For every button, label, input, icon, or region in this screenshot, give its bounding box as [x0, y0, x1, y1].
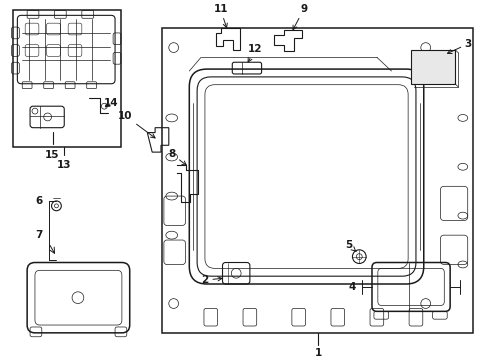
Text: 10: 10 — [118, 111, 155, 138]
Text: 3: 3 — [447, 39, 471, 54]
Text: 12: 12 — [247, 44, 262, 62]
Text: 1: 1 — [314, 348, 321, 359]
Text: 7: 7 — [35, 230, 42, 240]
Text: 15: 15 — [45, 150, 60, 160]
Text: 8: 8 — [168, 149, 186, 165]
Text: 13: 13 — [57, 160, 71, 170]
Text: 11: 11 — [213, 4, 227, 28]
Bar — [410, 50, 454, 84]
Bar — [14, 10, 121, 147]
Text: 6: 6 — [36, 196, 42, 206]
Text: 9: 9 — [292, 4, 306, 30]
Text: 4: 4 — [348, 282, 356, 292]
Text: 5: 5 — [345, 240, 356, 252]
Text: 2: 2 — [201, 275, 222, 285]
Text: 14: 14 — [103, 98, 118, 108]
